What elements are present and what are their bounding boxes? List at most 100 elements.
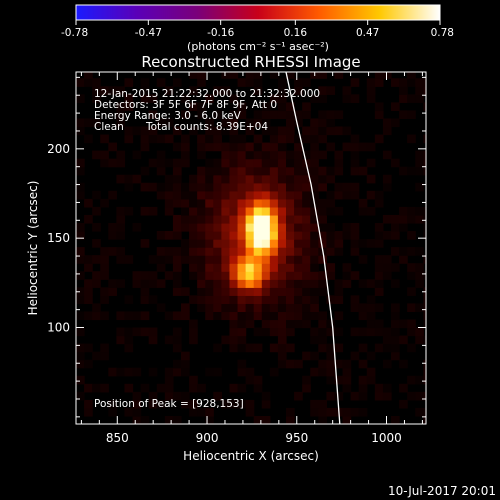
heatmap-cell [294, 150, 303, 160]
heatmap-cell [423, 222, 426, 232]
heatmap-cell [415, 263, 424, 272]
heatmap-cell [326, 190, 336, 200]
heatmap-cell [302, 166, 311, 176]
heatmap-cell [189, 190, 198, 200]
heatmap-cell [415, 206, 424, 216]
heatmap-cell [253, 303, 263, 313]
heatmap-cell [116, 118, 126, 128]
heatmap-cell [261, 126, 271, 136]
annotation-energy-range: Energy Range: 3.0 - 6.0 keV [94, 110, 242, 122]
heatmap-cell [213, 198, 222, 208]
heatmap-cell [286, 263, 295, 272]
x-axis-ticks: 850 900 950 1000 [80, 72, 423, 445]
heatmap-cell [358, 375, 368, 385]
heatmap-cell [318, 367, 327, 377]
heatmap-cell [92, 150, 101, 160]
heatmap-cell [277, 102, 287, 112]
annotation-algorithm: Clean [94, 121, 124, 133]
heatmap-cell [318, 86, 327, 95]
heatmap-cell [286, 182, 295, 192]
colorbar-units: (photons cm⁻² s⁻¹ asec⁻²) [187, 40, 329, 53]
heatmap-cell [140, 327, 150, 337]
heatmap-cell [294, 118, 303, 128]
heatmap-cell [310, 214, 319, 224]
heatmap-cell [237, 295, 247, 304]
heatmap-cell [237, 190, 247, 200]
heatmap-cell [84, 311, 93, 321]
heatmap-cell [245, 158, 255, 168]
heatmap-cell [100, 263, 109, 272]
heatmap-cell [205, 295, 214, 304]
heatmap-cell [181, 134, 190, 144]
heatmap-cell [189, 319, 198, 329]
heatmap-cell [253, 383, 263, 393]
heatmap-cell [253, 158, 263, 168]
heatmap-cell [415, 86, 424, 95]
heatmap-cell [261, 182, 271, 192]
heatmap-cell [318, 231, 327, 240]
heatmap-cell [100, 86, 109, 95]
heatmap-cell [261, 415, 271, 424]
heatmap-cell [302, 78, 311, 87]
heatmap-cell [269, 255, 279, 264]
heatmap-cell [277, 255, 287, 264]
heatmap-cell [334, 150, 344, 160]
heatmap-cell [358, 383, 368, 393]
heatmap-cell [189, 174, 198, 184]
heatmap-cell [415, 182, 424, 192]
heatmap-cell [382, 126, 392, 136]
heatmap-cell [172, 158, 182, 168]
heatmap-cell [407, 271, 416, 280]
heatmap-cell [181, 399, 190, 409]
heatmap-cell [156, 255, 166, 264]
heatmap-cell [415, 279, 424, 288]
heatmap-cell [358, 279, 368, 288]
heatmap-cell [261, 271, 271, 280]
heatmap-cell [229, 247, 239, 256]
heatmap-cell [286, 214, 295, 224]
heatmap-cell [366, 142, 376, 152]
heatmap-cell [124, 126, 134, 136]
heatmap-cell [140, 126, 150, 136]
heatmap-cell [423, 407, 426, 417]
heatmap-cell [172, 247, 182, 256]
heatmap-cell [124, 182, 134, 192]
heatmap-cell [286, 279, 295, 288]
heatmap-cell [318, 198, 327, 208]
heatmap-cell [423, 367, 426, 377]
heatmap-cell [237, 399, 247, 409]
heatmap-cell [148, 94, 158, 103]
y-tick-label: 100 [47, 321, 70, 335]
heatmap-cell [229, 383, 239, 393]
heatmap-cell [229, 295, 239, 304]
heatmap-cell [302, 271, 311, 280]
heatmap-cell [399, 319, 408, 329]
heatmap-cell [302, 174, 311, 184]
heatmap-cell [277, 359, 287, 369]
heatmap-cell [286, 72, 295, 79]
heatmap-cell [229, 206, 239, 216]
heatmap-cell [310, 295, 319, 304]
heatmap-cell [261, 295, 271, 304]
heatmap-cell [342, 359, 352, 369]
heatmap-cell [245, 78, 255, 87]
heatmap-cell [172, 174, 182, 184]
heatmap-cell [269, 303, 279, 313]
heatmap-cell [423, 375, 426, 385]
heatmap-cell [245, 231, 255, 240]
heatmap-cell [334, 287, 344, 296]
heatmap-cell [302, 190, 311, 200]
heatmap-cell [181, 182, 190, 192]
heatmap-cell [261, 214, 271, 224]
heatmap-cell [310, 279, 319, 288]
heatmap-cell [277, 335, 287, 345]
heatmap-cell [108, 407, 117, 417]
heatmap-cell [237, 359, 247, 369]
heatmap-cell [229, 287, 239, 296]
heatmap-cell [124, 78, 134, 87]
heatmap-cell [156, 383, 166, 393]
heatmap-cell [213, 287, 222, 296]
heatmap-cell [253, 190, 263, 200]
heatmap-cell [92, 303, 101, 313]
heatmap-cell [269, 239, 279, 248]
